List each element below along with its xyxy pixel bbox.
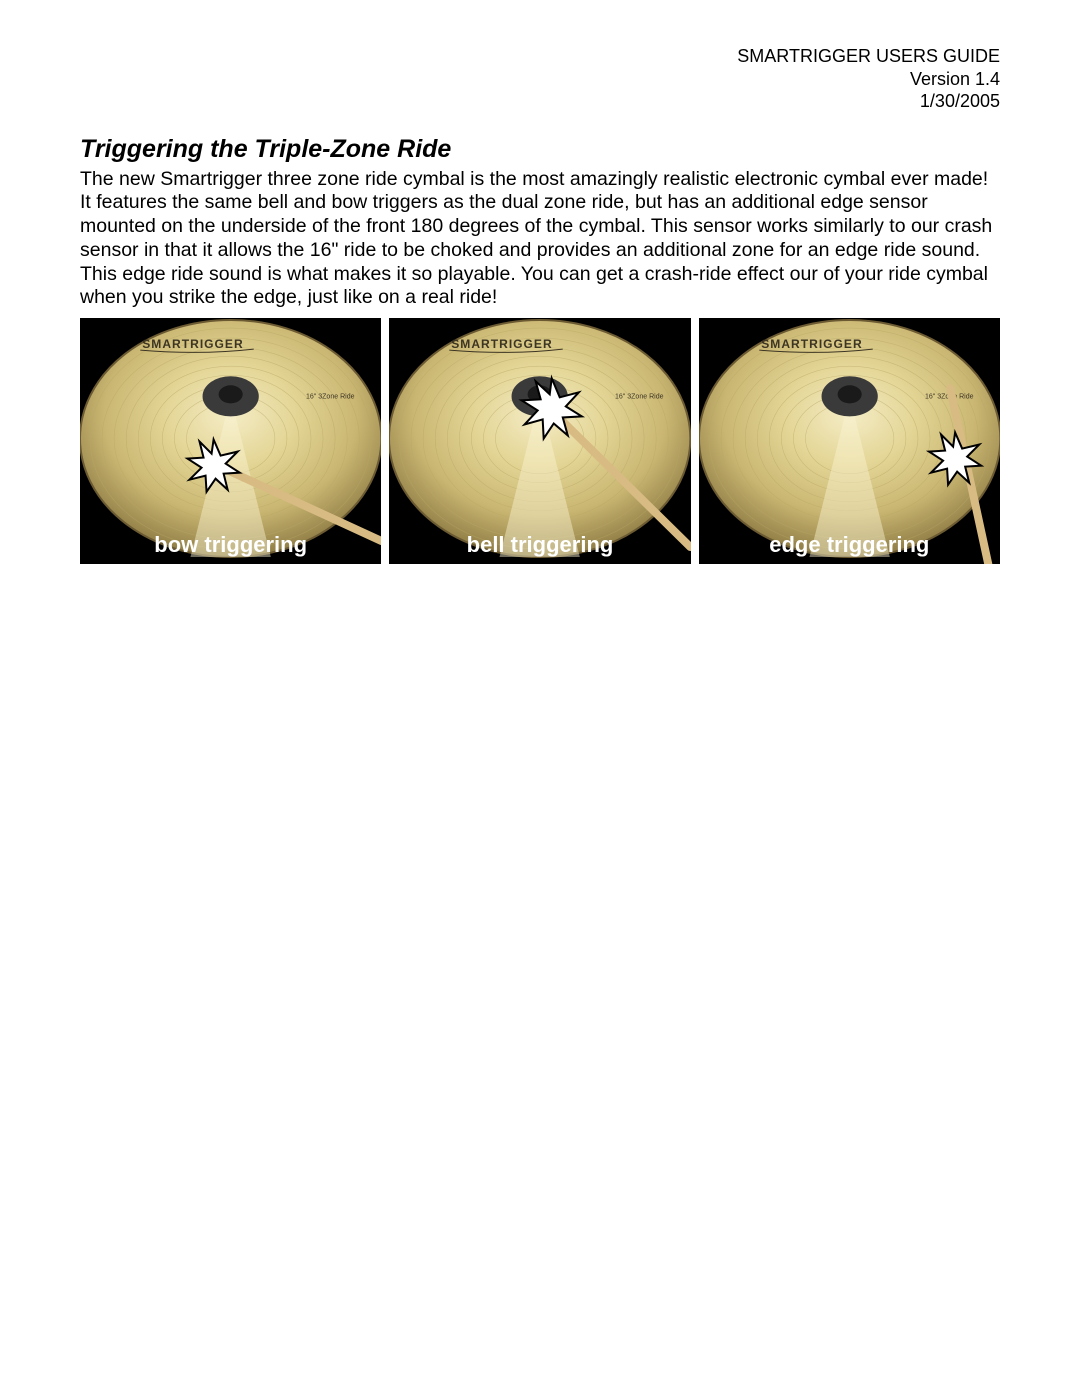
panel-bow-svg: SMARTRIGGER 16" 3Zone Ride <box>80 318 381 564</box>
document-page: SMARTRIGGER USERS GUIDE Version 1.4 1/30… <box>0 0 1080 1397</box>
panel-bell-svg: SMARTRIGGER 16" 3Zone Ride <box>389 318 690 564</box>
doc-version-line: Version 1.4 <box>80 68 1000 91</box>
panel-caption: bow triggering <box>80 532 381 558</box>
figure-row: SMARTRIGGER 16" 3Zone Ride bow triggerin… <box>80 318 1000 564</box>
svg-text:SMARTRIGGER: SMARTRIGGER <box>142 337 243 351</box>
svg-text:SMARTRIGGER: SMARTRIGGER <box>761 337 862 351</box>
doc-title-line: SMARTRIGGER USERS GUIDE <box>80 45 1000 68</box>
panel-edge: SMARTRIGGER 16" 3Zone Ride edge triggeri… <box>699 318 1000 564</box>
panel-edge-svg: SMARTRIGGER 16" 3Zone Ride <box>699 318 1000 564</box>
section-title: Triggering the Triple-Zone Ride <box>80 135 1000 164</box>
section-body: The new Smartrigger three zone ride cymb… <box>80 168 1000 311</box>
panel-caption: bell triggering <box>389 532 690 558</box>
panel-bell: SMARTRIGGER 16" 3Zone Ride bell triggeri… <box>389 318 690 564</box>
panel-bow: SMARTRIGGER 16" 3Zone Ride bow triggerin… <box>80 318 381 564</box>
panel-caption: edge triggering <box>699 532 1000 558</box>
svg-text:16" 3Zone Ride: 16" 3Zone Ride <box>306 394 355 401</box>
doc-date-line: 1/30/2005 <box>80 90 1000 113</box>
doc-header: SMARTRIGGER USERS GUIDE Version 1.4 1/30… <box>80 45 1000 113</box>
svg-text:SMARTRIGGER: SMARTRIGGER <box>452 337 553 351</box>
svg-text:16" 3Zone Ride: 16" 3Zone Ride <box>615 394 664 401</box>
